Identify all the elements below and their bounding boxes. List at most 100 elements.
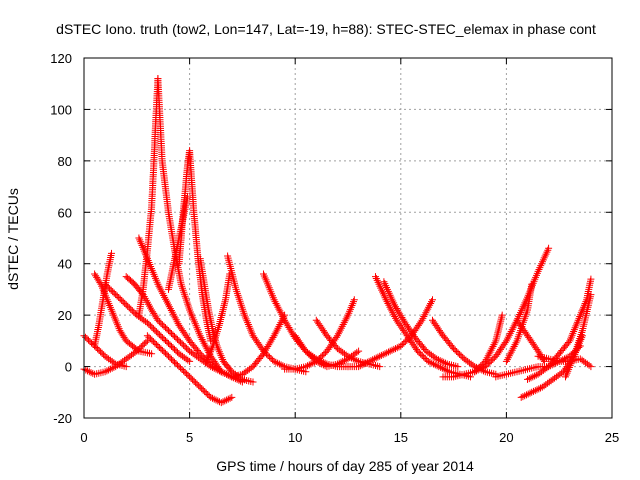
data-point — [181, 343, 189, 351]
data-point — [195, 348, 203, 356]
data-point — [178, 340, 186, 348]
data-point — [168, 355, 175, 363]
data-point — [491, 339, 499, 347]
data-point — [184, 371, 192, 379]
data-point — [165, 339, 172, 347]
data-point — [193, 352, 201, 360]
data-point — [103, 282, 111, 290]
data-point — [429, 296, 436, 304]
data-point — [287, 327, 295, 335]
data-point — [112, 291, 120, 299]
data-point — [509, 344, 517, 352]
data-point — [168, 330, 175, 337]
data-point — [172, 334, 180, 342]
data-point — [320, 350, 328, 358]
data-point — [390, 345, 398, 353]
data-point — [128, 307, 136, 315]
data-point — [377, 351, 385, 359]
data-point — [305, 361, 313, 369]
x-tick-label: 15 — [394, 430, 408, 445]
data-point — [166, 341, 174, 349]
data-point — [139, 341, 147, 349]
data-point — [158, 334, 166, 342]
data-point — [487, 357, 495, 365]
data-point — [587, 275, 595, 283]
data-point — [355, 363, 363, 371]
data-point — [528, 388, 536, 396]
data-point — [570, 326, 578, 334]
data-point — [217, 368, 225, 376]
data-point — [334, 330, 342, 338]
data-point — [285, 324, 293, 331]
data-point — [195, 382, 203, 390]
data-point — [133, 346, 141, 354]
data-point — [400, 339, 408, 347]
data-point — [272, 300, 280, 307]
data-point — [478, 360, 486, 368]
data-point — [226, 394, 234, 402]
data-point — [477, 362, 485, 370]
data-point — [396, 310, 404, 318]
data-point — [537, 384, 544, 392]
data-point — [204, 391, 212, 398]
series-arc-7 — [135, 75, 162, 319]
data-point — [268, 335, 276, 343]
data-point — [264, 343, 272, 350]
data-point — [308, 353, 316, 361]
data-point — [385, 348, 392, 356]
data-point — [450, 345, 458, 353]
data-point — [110, 289, 118, 297]
data-point — [536, 369, 544, 377]
data-point — [489, 355, 497, 363]
data-point — [161, 293, 169, 301]
data-point — [533, 386, 541, 394]
data-point — [501, 339, 509, 347]
data-point — [110, 359, 118, 367]
data-point — [302, 363, 310, 371]
data-point — [190, 377, 198, 385]
data-point — [521, 392, 529, 400]
data-point — [399, 315, 407, 323]
data-point — [149, 325, 157, 333]
data-point — [363, 358, 371, 366]
data-point — [155, 331, 163, 339]
data-point — [85, 336, 92, 344]
data-point — [221, 397, 229, 405]
data-point — [163, 325, 171, 333]
data-point — [165, 352, 172, 360]
data-point — [169, 331, 177, 339]
data-point — [247, 364, 255, 372]
data-point — [166, 328, 174, 336]
data-point — [397, 312, 405, 320]
data-point — [531, 387, 539, 395]
data-point — [140, 316, 148, 324]
data-point — [397, 342, 405, 350]
data-point — [346, 353, 354, 361]
data-point — [184, 193, 191, 201]
data-point — [564, 367, 572, 375]
data-point — [498, 311, 506, 319]
data-point — [545, 378, 553, 386]
data-point — [353, 357, 361, 365]
data-point — [180, 367, 188, 375]
series-arc-31 — [524, 275, 595, 383]
data-point — [401, 338, 409, 346]
series-arc-20 — [281, 296, 358, 373]
data-point — [186, 357, 194, 365]
data-point — [84, 367, 91, 375]
data-point — [266, 353, 274, 361]
data-point — [109, 288, 117, 296]
y-tick-label: 20 — [58, 308, 72, 323]
data-point — [379, 351, 387, 359]
series-arc-33 — [562, 291, 595, 381]
data-point — [274, 324, 282, 332]
data-point — [154, 316, 162, 324]
data-point — [435, 363, 443, 371]
x-tick-label: 0 — [80, 430, 87, 445]
data-point — [370, 355, 378, 363]
data-point — [169, 344, 177, 352]
data-point — [351, 356, 359, 364]
data-point — [304, 362, 311, 370]
data-point — [360, 360, 368, 368]
